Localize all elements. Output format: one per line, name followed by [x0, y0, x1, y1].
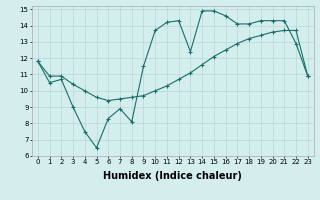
- X-axis label: Humidex (Indice chaleur): Humidex (Indice chaleur): [103, 171, 242, 181]
